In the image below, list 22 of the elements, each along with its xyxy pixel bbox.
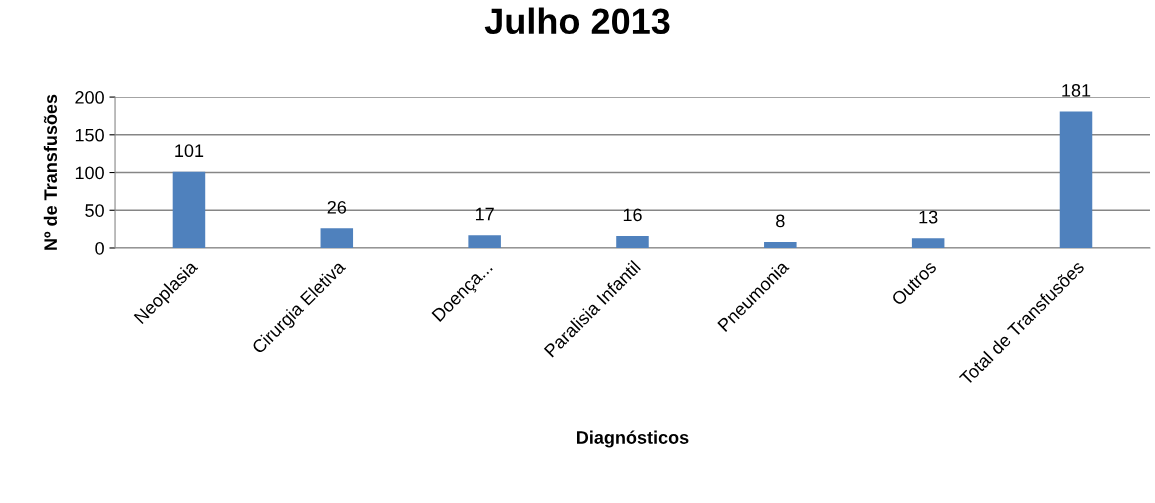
data-label: 16 <box>623 208 642 222</box>
y-tick-label: 200 <box>75 91 104 104</box>
y-tick-label: 100 <box>75 166 104 180</box>
data-label: 101 <box>175 144 204 158</box>
bar <box>320 228 354 248</box>
y-tick-label: 150 <box>75 128 104 142</box>
bar <box>764 241 797 248</box>
bar <box>1059 111 1093 248</box>
bar <box>911 238 945 248</box>
x-axis-title: Diagnósticos <box>577 430 689 448</box>
bar <box>172 171 206 248</box>
y-axis-title: Nº de Transfusões <box>43 94 58 250</box>
data-label: 26 <box>327 200 347 214</box>
bar <box>616 235 649 248</box>
chart-title: Julho 2013 <box>484 7 670 35</box>
data-label: 181 <box>1062 83 1091 97</box>
data-label: 13 <box>919 210 938 224</box>
bar <box>468 235 501 248</box>
data-label: 17 <box>475 207 494 221</box>
y-tick-label: 0 <box>95 241 104 255</box>
data-label: 8 <box>776 214 785 228</box>
y-tick-label: 50 <box>85 204 104 217</box>
